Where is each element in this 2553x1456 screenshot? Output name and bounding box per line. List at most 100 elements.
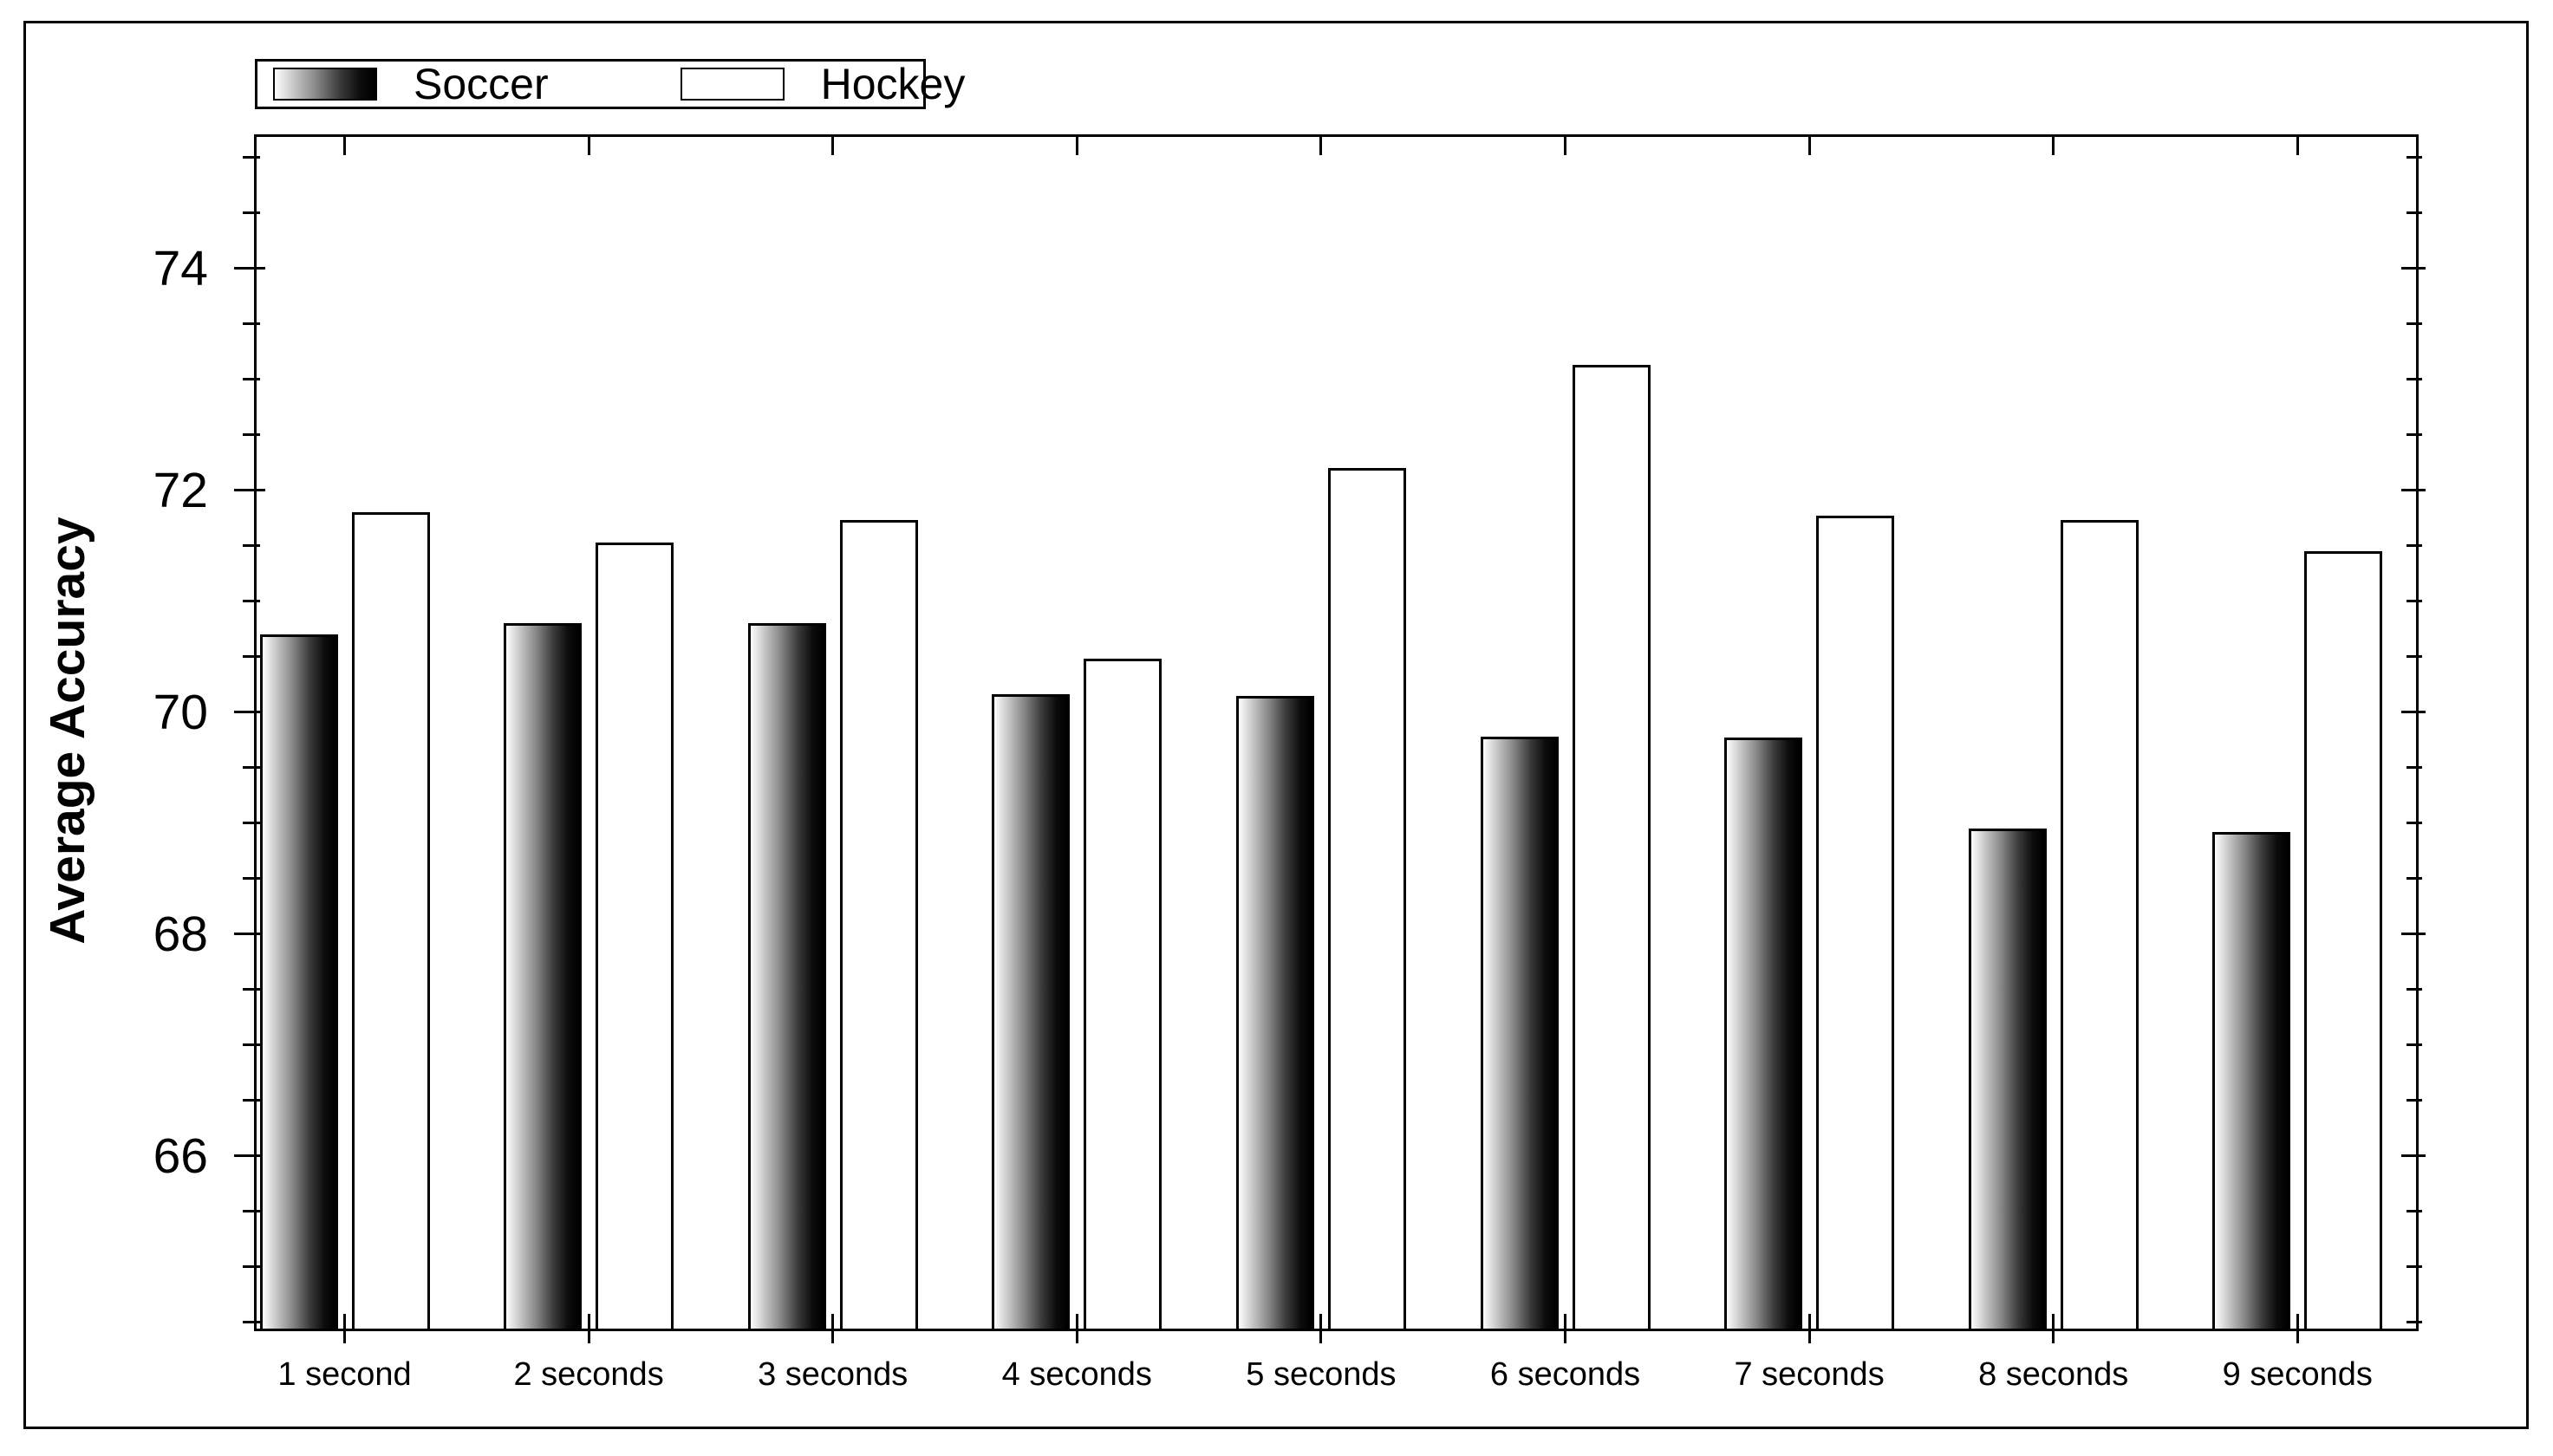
y-minor-tick xyxy=(2406,378,2422,381)
y-major-tick xyxy=(2401,711,2426,714)
bar-hockey-4 xyxy=(1084,659,1163,1331)
y-minor-tick xyxy=(2406,1043,2422,1047)
bar-hockey-9 xyxy=(2304,551,2383,1331)
x-top-tick xyxy=(831,134,835,155)
y-minor-tick xyxy=(243,1210,260,1213)
bar-soccer-3 xyxy=(747,623,826,1331)
y-minor-tick xyxy=(243,433,260,437)
y-minor-tick xyxy=(2406,655,2422,659)
page-border xyxy=(23,21,2529,1429)
y-major-tick xyxy=(2401,1154,2426,1158)
x-tick-label: 6 seconds xyxy=(1489,1356,1641,1393)
y-major-tick xyxy=(234,267,265,270)
x-top-tick xyxy=(1319,134,1323,155)
x-top-tick xyxy=(587,134,590,155)
bar-soccer-6 xyxy=(1480,736,1559,1331)
y-minor-tick xyxy=(243,322,260,326)
x-tick-label: 8 seconds xyxy=(1978,1356,2129,1393)
legend-swatch-soccer xyxy=(273,68,377,101)
x-top-tick xyxy=(1564,134,1566,155)
y-tick-label: 74 xyxy=(153,240,208,296)
x-tick-label: 9 seconds xyxy=(2222,1356,2373,1393)
y-tick-label: 72 xyxy=(153,462,208,518)
bar-hockey-2 xyxy=(596,542,674,1331)
x-top-tick xyxy=(2052,134,2055,155)
y-minor-tick xyxy=(2406,322,2422,326)
x-tick-label: 7 seconds xyxy=(1734,1356,1885,1393)
legend-label-hockey: Hockey xyxy=(820,60,966,108)
y-minor-tick xyxy=(2406,766,2422,770)
x-top-tick xyxy=(2296,134,2299,155)
y-minor-tick xyxy=(2406,822,2422,825)
y-minor-tick xyxy=(2406,433,2422,437)
x-bottom-tick xyxy=(2296,1314,2299,1343)
y-major-tick xyxy=(234,489,265,492)
bar-soccer-7 xyxy=(1724,738,1803,1331)
x-bottom-tick xyxy=(1319,1314,1323,1343)
x-bottom-tick xyxy=(1564,1314,1566,1343)
y-minor-tick xyxy=(2406,877,2422,881)
y-minor-tick xyxy=(243,378,260,381)
x-top-tick xyxy=(343,134,346,155)
x-tick-label: 4 seconds xyxy=(1001,1356,1152,1393)
x-bottom-tick xyxy=(831,1314,835,1343)
bar-hockey-1 xyxy=(351,512,430,1331)
bar-soccer-9 xyxy=(2212,832,2291,1331)
x-bottom-tick xyxy=(1807,1314,1811,1343)
y-minor-tick xyxy=(243,877,260,881)
y-minor-tick xyxy=(243,655,260,659)
y-minor-tick xyxy=(243,1321,260,1324)
y-minor-tick xyxy=(2406,544,2422,548)
bar-hockey-5 xyxy=(1327,468,1406,1331)
y-tick-label: 66 xyxy=(153,1128,208,1184)
y-tick-label: 68 xyxy=(153,906,208,962)
x-bottom-tick xyxy=(343,1314,346,1343)
legend-swatch-hockey xyxy=(680,68,785,101)
bar-soccer-5 xyxy=(1235,695,1314,1331)
x-bottom-tick xyxy=(1075,1314,1078,1343)
y-major-tick xyxy=(2401,489,2426,492)
x-tick-label: 3 seconds xyxy=(758,1356,909,1393)
y-major-tick xyxy=(234,933,265,936)
bar-soccer-1 xyxy=(259,634,338,1331)
y-minor-tick xyxy=(243,600,260,603)
y-minor-tick xyxy=(2406,156,2422,159)
y-minor-tick xyxy=(243,544,260,548)
y-minor-tick xyxy=(243,822,260,825)
x-bottom-tick xyxy=(2052,1314,2055,1343)
legend: Soccer Hockey xyxy=(255,59,965,109)
y-minor-tick xyxy=(2406,1265,2422,1269)
y-minor-tick xyxy=(2406,211,2422,215)
y-minor-tick xyxy=(243,766,260,770)
bar-hockey-3 xyxy=(839,520,918,1331)
y-major-tick xyxy=(234,711,265,714)
y-minor-tick xyxy=(2406,600,2422,603)
y-major-tick xyxy=(2401,933,2426,936)
bar-soccer-4 xyxy=(992,694,1071,1331)
x-tick-label: 1 second xyxy=(277,1356,412,1393)
x-top-tick xyxy=(1807,134,1811,155)
y-minor-tick xyxy=(243,1265,260,1269)
y-major-tick xyxy=(234,1154,265,1158)
y-minor-tick xyxy=(243,156,260,159)
bar-soccer-2 xyxy=(504,623,583,1331)
y-tick-label: 70 xyxy=(153,684,208,740)
bar-hockey-7 xyxy=(1816,516,1895,1331)
y-minor-tick xyxy=(2406,988,2422,991)
x-top-tick xyxy=(1075,134,1078,155)
y-minor-tick xyxy=(243,1043,260,1047)
y-minor-tick xyxy=(243,988,260,991)
x-bottom-tick xyxy=(587,1314,590,1343)
x-tick-label: 2 seconds xyxy=(513,1356,664,1393)
legend-label-soccer: Soccer xyxy=(414,60,549,108)
bar-hockey-6 xyxy=(1572,365,1651,1331)
x-tick-label: 5 seconds xyxy=(1246,1356,1397,1393)
y-minor-tick xyxy=(2406,1210,2422,1213)
y-minor-tick xyxy=(2406,1099,2422,1102)
y-minor-tick xyxy=(243,211,260,215)
bar-hockey-8 xyxy=(2060,520,2139,1331)
bar-soccer-8 xyxy=(1968,829,2047,1331)
y-major-tick xyxy=(2401,267,2426,270)
